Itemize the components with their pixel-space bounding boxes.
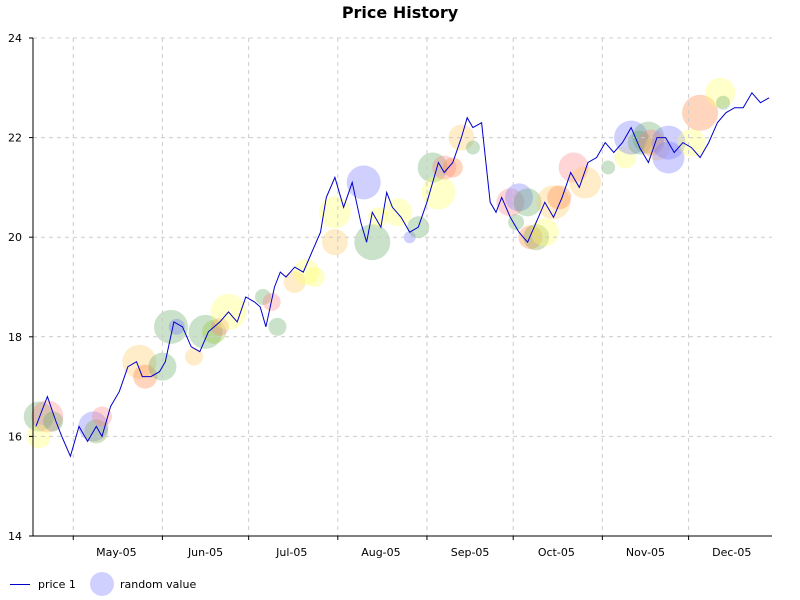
chart-title: Price History — [341, 3, 459, 22]
price-history-chart: 14 16 18 20 22 24 May-05 Jun-05 Jul-05 Aug-05 Sep-… — [8, 32, 772, 559]
bubble-point — [547, 185, 572, 210]
bubble-point — [614, 146, 637, 169]
legend-label-random: random value — [120, 577, 197, 591]
bubble-point — [417, 152, 448, 183]
legend-item-price: price 1 — [10, 570, 76, 598]
bubble-point — [705, 77, 736, 108]
bubble-point — [304, 267, 325, 288]
bubble-point — [122, 344, 157, 379]
x-tick-label: Jun-05 — [187, 546, 223, 559]
bubble-point — [530, 218, 559, 247]
bubble-point — [185, 347, 204, 366]
bubble-point — [536, 185, 571, 220]
bubble-point — [202, 319, 227, 344]
y-tick-label: 18 — [8, 331, 22, 344]
bubble-point — [283, 271, 306, 294]
bubble-point — [321, 229, 348, 256]
bubble-point — [627, 130, 652, 155]
bubble-point — [558, 152, 589, 183]
x-tick-label: May-05 — [96, 546, 137, 559]
legend-item-random: random value — [90, 570, 196, 598]
bubble-point — [601, 160, 616, 175]
bubble-point — [504, 183, 533, 212]
bubble-point — [188, 314, 223, 349]
bubble-point — [569, 166, 602, 199]
bubble-point — [643, 134, 670, 161]
x-tick-label: Jul-05 — [275, 546, 307, 559]
x-tick-label: Aug-05 — [361, 546, 400, 559]
x-tick-label: Nov-05 — [626, 546, 665, 559]
bubble-point — [716, 95, 731, 110]
x-tick-label: Sep-05 — [451, 546, 490, 559]
y-tick-label: 22 — [8, 132, 22, 145]
bubble-point — [632, 121, 665, 154]
bubble-point — [210, 317, 229, 336]
bubble-point — [513, 188, 542, 217]
x-tick-label: Dec-05 — [712, 546, 751, 559]
bubble-point — [293, 259, 320, 286]
axes-layer — [29, 37, 772, 540]
line-layer — [35, 91, 770, 458]
y-tick-label: 14 — [8, 530, 22, 543]
bubble-point — [508, 214, 525, 231]
y-tick-label: 20 — [8, 231, 22, 244]
legend-line-swatch — [10, 583, 30, 585]
y-tick-label: 24 — [8, 32, 22, 45]
legend-label-price: price 1 — [38, 577, 76, 591]
bubble-point — [523, 224, 550, 251]
bubble-point — [442, 157, 463, 178]
bubble-point — [31, 400, 64, 433]
bubble-point — [677, 128, 706, 157]
bubble-layer — [23, 77, 736, 449]
bubble-point — [496, 188, 525, 217]
bubble-point — [614, 120, 649, 155]
price-series-line — [35, 91, 770, 458]
x-tick-label: Oct-05 — [538, 546, 575, 559]
legend-bubble-swatch — [90, 572, 114, 596]
bubble-point — [23, 401, 54, 432]
bubble-point — [384, 198, 413, 227]
bubble-point — [354, 224, 391, 261]
legend: price 1 random value — [0, 570, 400, 598]
bubble-point — [682, 94, 719, 131]
tick-label-layer: 14 16 18 20 22 24 May-05 Jun-05 Jul-05 Aug-05 Sep-… — [8, 32, 751, 559]
y-tick-label: 16 — [8, 430, 22, 443]
bubble-point — [92, 406, 113, 427]
bubble-point — [421, 175, 456, 210]
bubble-point — [638, 129, 665, 156]
bubble-point — [255, 288, 272, 305]
bubble-point — [465, 140, 480, 155]
bubble-point — [168, 318, 185, 335]
bubble-point — [346, 165, 381, 200]
grid-layer — [33, 37, 772, 536]
bubble-point — [268, 317, 287, 336]
